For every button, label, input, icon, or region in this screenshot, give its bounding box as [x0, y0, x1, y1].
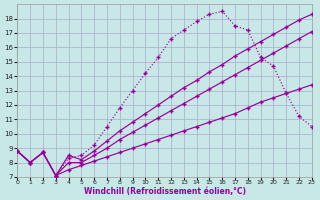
X-axis label: Windchill (Refroidissement éolien,°C): Windchill (Refroidissement éolien,°C) [84, 187, 245, 196]
